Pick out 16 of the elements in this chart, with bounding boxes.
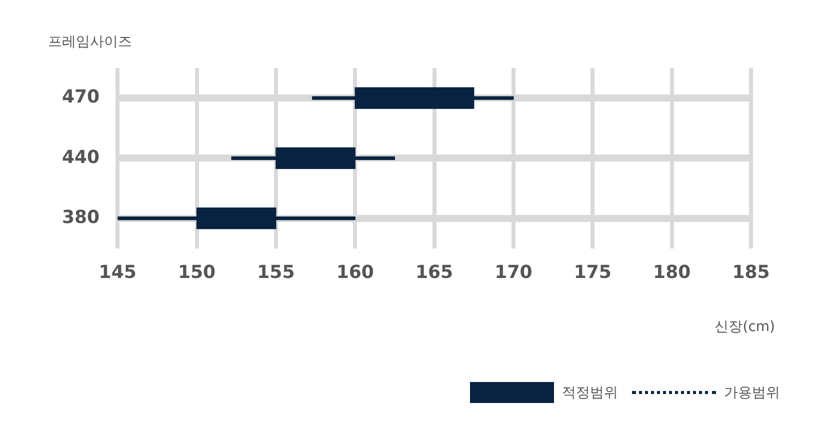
- y-tick-label: 380: [62, 207, 100, 228]
- y-axis-title: 프레임사이즈: [48, 33, 132, 51]
- text: 적정범위: [562, 384, 618, 402]
- x-tick-label: 180: [653, 262, 691, 283]
- text: 가용범위: [724, 384, 780, 402]
- x-tick-label: 175: [574, 262, 612, 283]
- x-tick-label: 145: [98, 262, 136, 283]
- y-tick-label: 470: [62, 86, 100, 108]
- x-tick-label: 150: [178, 262, 216, 283]
- x-tick-label: 155: [257, 262, 295, 283]
- x-tick-label: 185: [732, 262, 770, 283]
- x-tick-label: 170: [494, 262, 532, 283]
- y-tick-label: 440: [62, 146, 100, 168]
- x-tick-label: 160: [336, 262, 374, 283]
- x-axis-title: 신장(cm): [714, 318, 775, 336]
- x-tick-label: 165: [416, 262, 454, 283]
